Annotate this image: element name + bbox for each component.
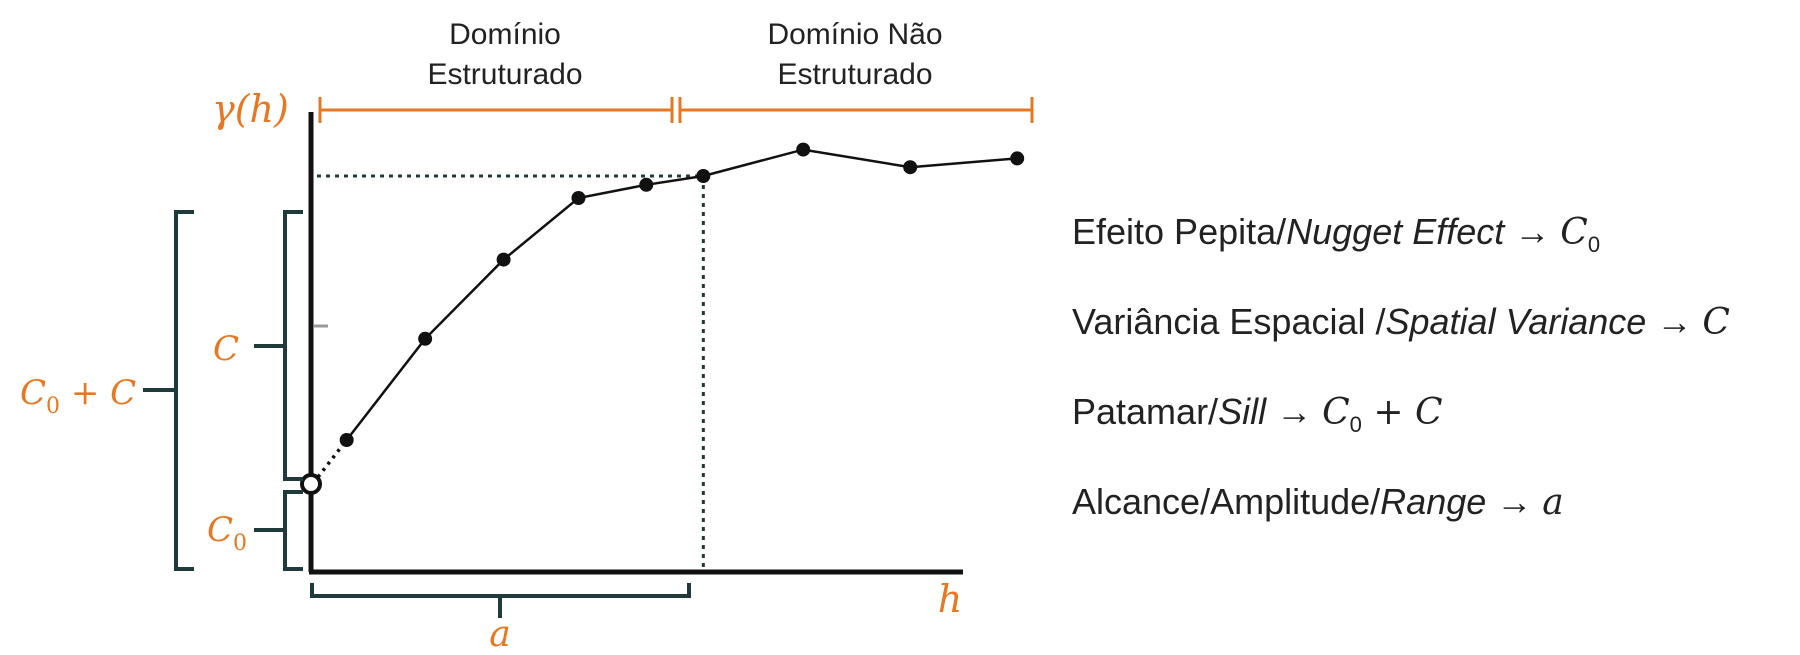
a-label: a [489, 614, 510, 655]
data-point-5 [639, 177, 654, 192]
legend-spatial-variance: Variância Espacial /Spatial Variance → C [1072, 301, 1730, 343]
unstructured-domain-bar [678, 97, 1034, 123]
data-point-3 [496, 252, 511, 267]
data-point-8 [903, 160, 918, 175]
data-point-6 [696, 169, 711, 183]
legend-nugget: Efeito Pepita/Nugget Effect → C0 [1072, 211, 1601, 258]
structured-domain-label-2: Estruturado [427, 58, 582, 91]
c0-plus-c-bracket [143, 210, 194, 571]
structured-domain-bar [318, 97, 674, 123]
c-bracket [254, 210, 303, 481]
nugget-point [300, 473, 322, 495]
variogram-points [339, 142, 1025, 447]
variogram-curve [345, 148, 1018, 441]
data-point-1 [339, 433, 354, 447]
c0-label: C0 [207, 510, 247, 556]
a-bracket [310, 583, 691, 618]
data-point-9 [1010, 151, 1025, 166]
legend-range: Alcance/Amplitude/Range → a [1072, 481, 1564, 523]
nugget-connector [316, 438, 349, 479]
legend-sill: Patamar/Sill → C0 + C [1072, 391, 1443, 438]
structured-domain-label-1: Domínio [449, 18, 561, 51]
variogram-diagram: Domínio Estruturado Domínio Não Estrutur… [20, 18, 1034, 655]
data-point-7 [796, 142, 811, 157]
c0-plus-c-label: C0 + C [20, 373, 136, 419]
c-label: C [213, 329, 239, 369]
unstructured-domain-label-1: Domínio Não [767, 18, 942, 51]
y-axis-label: γ(h) [212, 87, 289, 131]
x-axis-label: h [938, 577, 962, 621]
data-point-2 [418, 331, 433, 346]
data-point-4 [571, 191, 586, 205]
legend: Efeito Pepita/Nugget Effect → C0 Variânc… [1072, 214, 1730, 574]
c0-bracket [254, 490, 303, 571]
unstructured-domain-label-2: Estruturado [777, 58, 932, 91]
